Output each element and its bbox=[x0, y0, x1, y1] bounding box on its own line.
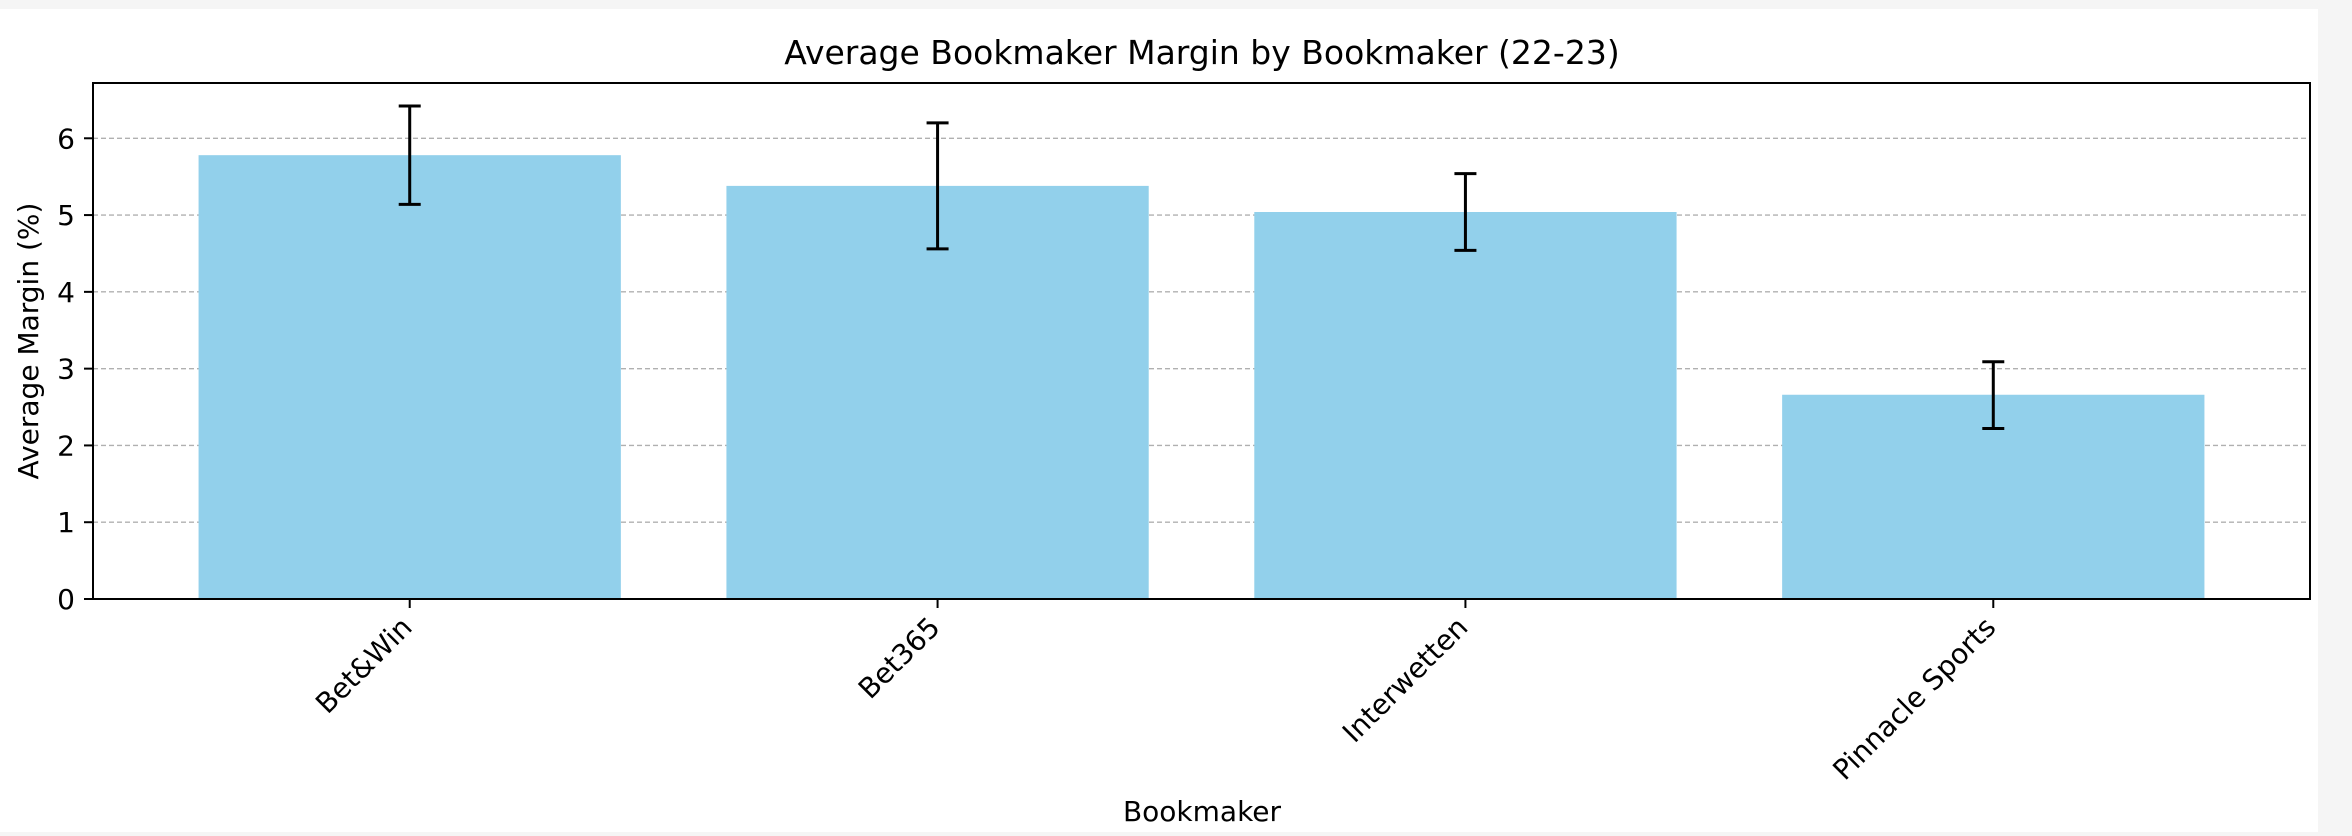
x-tick-label: Pinnacle Sports bbox=[1826, 611, 2002, 787]
y-tick-label: 4 bbox=[57, 276, 75, 309]
y-tick-label: 6 bbox=[57, 122, 75, 155]
bar-chart: 0 1 2 3 4 5 6 Bet&Win Bet365 Interwetten Pinnacle… bbox=[12, 33, 2311, 828]
x-axis-label: Bookmaker bbox=[1123, 795, 1282, 828]
y-tick-label: 1 bbox=[57, 506, 75, 539]
y-tick-label: 5 bbox=[57, 199, 75, 232]
y-tick-label: 0 bbox=[57, 583, 75, 616]
chart-figure: 0 1 2 3 4 5 6 Bet&Win Bet365 Interwetten Pinnacle… bbox=[0, 9, 2318, 832]
chart-title: Average Bookmaker Margin by Bookmaker (2… bbox=[784, 33, 1619, 72]
x-axis: Bet&Win Bet365 Interwetten Pinnacle Sports bbox=[309, 599, 2002, 787]
bar bbox=[1254, 212, 1677, 599]
y-axis-label: Average Margin (%) bbox=[12, 203, 45, 480]
plot-frame bbox=[92, 82, 2311, 600]
bars bbox=[198, 155, 2205, 599]
x-tick-label: Bet&Win bbox=[309, 611, 418, 720]
bar bbox=[198, 155, 621, 599]
x-tick-label: Bet365 bbox=[852, 611, 947, 706]
y-tick-label: 2 bbox=[57, 429, 75, 462]
y-axis: 0 1 2 3 4 5 6 bbox=[57, 122, 93, 616]
y-tick-label: 3 bbox=[57, 353, 75, 386]
error-bars bbox=[398, 104, 2005, 431]
bar bbox=[726, 185, 1149, 599]
x-tick-label: Interwetten bbox=[1336, 611, 1474, 749]
